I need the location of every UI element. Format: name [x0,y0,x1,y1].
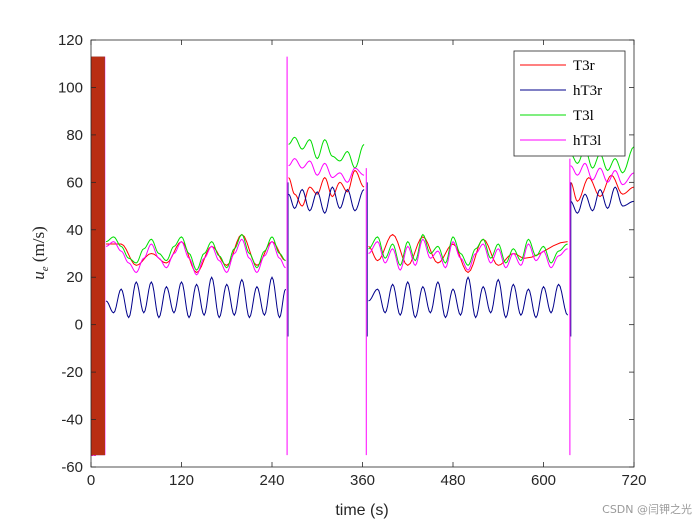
y-tick-label: 60 [66,174,83,191]
y-tick-label: -20 [61,364,83,381]
series-hT3r [105,186,634,319]
x-tick-label: 360 [350,472,375,489]
y-tick-label: 40 [66,222,83,239]
series-line-hT3l [105,238,286,276]
series-line-T3l [368,233,568,267]
series-line-T3l [105,233,286,271]
series-line-hT3r [570,186,634,214]
legend-label-hT3r: hT3r [573,83,602,99]
y-tick-label: 0 [75,317,83,334]
x-ticks: 0 120 240 360 480 600 720 [87,39,647,489]
series-line-T3r [570,174,634,203]
legend: T3r hT3r T3l hT3l [513,50,626,157]
legend-label-T3r: T3r [573,58,595,74]
legend-label-T3l: T3l [573,108,594,124]
series-line-hT3l [368,238,568,271]
series-line-hT3l [570,162,634,186]
legend-box [513,50,626,157]
initial-transient-line [91,56,105,456]
x-tick-label: 720 [621,472,646,489]
y-tick-label: -60 [61,459,83,476]
y-ticks: -60 -40 -20 0 20 40 60 80 100 120 [58,32,83,476]
data-layer [91,56,634,456]
series-line-T3r [106,233,286,274]
y-tick-label: 100 [58,79,83,96]
svg-text:ue (m/s): ue (m/s) [29,226,51,280]
series-hT3l [105,158,634,276]
series-line-T3r [288,169,365,207]
x-axis-label: time (s) [335,502,388,519]
x-tick-label: 240 [259,472,284,489]
series-line-hT3r [105,276,287,319]
y-tick-label: 120 [58,32,83,49]
legend-label-hT3l: hT3l [573,133,601,149]
x-tick-label: 0 [87,472,95,489]
watermark: CSDN @闫钾之光 [602,503,692,516]
series-line-hT3l [288,158,365,183]
y-tick-label: -40 [61,412,83,429]
x-tick-label: 120 [169,472,194,489]
y-tick-label: 80 [66,127,83,144]
series-line-hT3r [368,276,569,319]
x-tick-label: 480 [440,472,465,489]
y-axis-label: ue (m/s) [29,226,51,280]
x-tick-label: 600 [531,472,556,489]
series-line-T3l [288,136,365,169]
series-T3l [105,136,634,271]
series-line-hT3r [288,186,365,214]
y-tick-label: 20 [66,269,83,286]
initial-transient [91,56,106,456]
